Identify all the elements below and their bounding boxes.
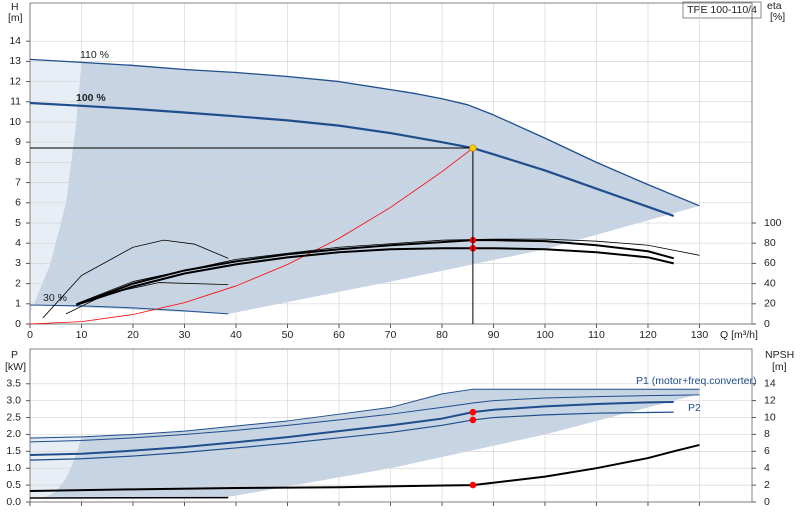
- y2-tick-label: 20: [764, 298, 776, 310]
- y-tick-label: 0.0: [6, 496, 21, 508]
- curve-label: P1 (motor+freq.converter): [636, 375, 757, 387]
- y2-tick-label: 12: [764, 394, 776, 406]
- y-tick-label: 4: [15, 237, 21, 249]
- y-tick-label: 0: [15, 318, 21, 330]
- curve: [29, 304, 229, 315]
- model-box: [682, 1, 762, 19]
- curve: [76, 247, 674, 306]
- y2-tick-label: 4: [764, 462, 770, 474]
- plot-frame: [29, 348, 753, 503]
- duty-point: [469, 481, 477, 489]
- model-label: TPE 100-110/4: [687, 4, 757, 16]
- y2-tick-label: 8: [764, 428, 770, 440]
- y-tick-label: 1: [15, 298, 21, 310]
- duty-point: [469, 416, 477, 424]
- curve: [29, 401, 674, 457]
- y-tick-label: 14: [9, 35, 21, 47]
- y-axis-unit: [kW]: [5, 361, 26, 373]
- x-tick-label: 80: [436, 329, 448, 341]
- x-tick-label: 100: [536, 329, 554, 341]
- y-axis-label: P: [11, 349, 18, 361]
- curve-label: 110 %: [80, 49, 109, 61]
- x-tick-label: 20: [127, 329, 139, 341]
- y2-axis-unit: [%]: [770, 11, 785, 23]
- y-tick-label: 3: [15, 257, 21, 269]
- y2-tick-label: 6: [764, 445, 770, 457]
- curve: [29, 101, 675, 217]
- y-axis-label: H: [11, 1, 19, 13]
- y-tick-label: 1.5: [6, 445, 21, 457]
- curve: [76, 238, 700, 305]
- y-tick-label: 13: [9, 55, 21, 67]
- x-tick-label: 130: [691, 329, 709, 341]
- curve: [29, 147, 474, 325]
- x-tick-label: 50: [282, 329, 294, 341]
- y-tick-label: 7: [15, 176, 21, 188]
- y-tick-label: 3.5: [6, 378, 21, 390]
- y2-tick-label: 10: [764, 411, 776, 423]
- curve: [65, 282, 229, 315]
- curve-label: 30 %: [43, 292, 67, 304]
- y-tick-label: 2.5: [6, 411, 21, 423]
- x-tick-label: 90: [488, 329, 500, 341]
- x-tick-label: 10: [76, 329, 88, 341]
- curve: [29, 411, 674, 461]
- y2-tick-label: 80: [764, 237, 776, 249]
- x-axis-label: Q [m³/h]: [720, 329, 758, 341]
- curve: [42, 239, 229, 319]
- y-tick-label: 9: [15, 136, 21, 148]
- curve: [29, 58, 700, 207]
- y-tick-label: 12: [9, 75, 21, 87]
- y2-tick-label: 0: [764, 496, 770, 508]
- x-tick-label: 40: [230, 329, 242, 341]
- operating-range: [30, 59, 700, 314]
- y2-axis-label: NPSH: [765, 349, 794, 361]
- plot-frame: [29, 2, 753, 325]
- x-tick-label: 60: [333, 329, 345, 341]
- y-tick-label: 8: [15, 156, 21, 168]
- x-tick-label: 70: [385, 329, 397, 341]
- curve: [29, 394, 700, 443]
- x-tick-label: 120: [639, 329, 657, 341]
- y-tick-label: 0.5: [6, 479, 21, 491]
- y-tick-label: 3.0: [6, 394, 21, 406]
- x-tick-label: 110: [588, 329, 605, 341]
- duty-point: [469, 408, 477, 416]
- y-tick-label: 6: [15, 197, 21, 209]
- y2-tick-label: 0: [764, 318, 770, 330]
- y-axis-unit: [m]: [8, 12, 23, 24]
- y-tick-label: 2: [15, 277, 21, 289]
- y2-tick-label: 2: [764, 479, 770, 491]
- curve-label: P2: [688, 402, 701, 414]
- y2-tick-label: 100: [764, 217, 782, 229]
- duty-point: [469, 144, 477, 152]
- y-tick-label: 11: [10, 96, 21, 108]
- y2-tick-label: 60: [764, 257, 776, 269]
- y-tick-label: 5: [15, 217, 21, 229]
- x-tick-label: 30: [179, 329, 191, 341]
- x-tick-label: 0: [27, 329, 33, 341]
- operating-range: [30, 59, 82, 314]
- curve-label: 100 %: [76, 92, 106, 104]
- y2-axis-label: eta: [767, 0, 782, 12]
- y2-tick-label: 40: [764, 277, 776, 289]
- curve: [29, 388, 700, 439]
- y-tick-label: 2.0: [6, 428, 21, 440]
- y-tick-label: 1.0: [6, 462, 21, 474]
- y-tick-label: 10: [9, 116, 21, 128]
- y2-axis-unit: [m]: [772, 361, 787, 373]
- y2-tick-label: 14: [764, 377, 776, 389]
